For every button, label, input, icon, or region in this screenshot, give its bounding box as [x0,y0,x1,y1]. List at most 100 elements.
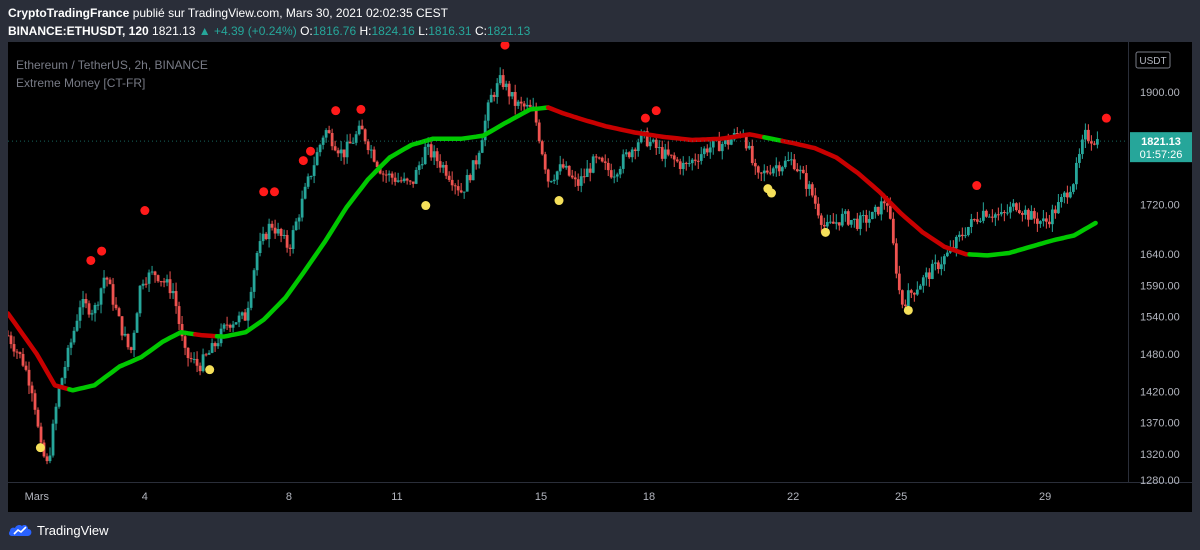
candle-body [846,211,850,225]
x-tick-label: 29 [1039,491,1051,503]
candle-body [495,83,499,98]
high-label: H: [359,24,372,38]
candle-body [27,369,31,386]
candle-body [417,165,421,170]
candle-body [759,172,763,174]
close-value: 1821.13 [486,24,531,38]
candle-body [1050,209,1054,225]
candle-body [66,347,70,367]
y-tick-label: 1420.00 [1140,387,1180,399]
y-tick-label: 1370.00 [1140,418,1180,430]
candle-body [510,91,514,97]
candle-body [810,184,814,196]
candle-body [618,168,622,175]
candle-body [657,147,661,149]
candle-body [456,186,460,191]
chart-area[interactable]: 1320.00 1370.00 1420.00 1480.00 1540.00 1590.… [8,42,1192,512]
last-price-badge[interactable] [1130,132,1192,163]
candle-body [819,215,823,225]
candle-body [459,190,463,193]
candle-body [519,101,523,104]
candle-body [1053,209,1057,214]
signal-top-dot [259,187,269,197]
candle-body [204,354,208,356]
candle-body [513,91,517,106]
brand-name: TradingView [37,522,109,538]
candle-body [468,175,472,181]
candle-body [1020,213,1024,215]
candle-body [927,272,931,279]
candle-body [372,149,376,162]
candle-body [444,164,448,176]
candle-body [108,279,112,285]
candle-body [606,162,610,171]
candle-body [240,312,244,316]
candle-body [1017,210,1021,214]
price-change: ▲ +4.39 (+0.24%) [198,24,297,38]
candle-body [813,195,817,204]
footer-bar: TradingView [0,514,1200,550]
candle-body [990,216,994,218]
candle-body [900,290,904,305]
symbol-name[interactable]: BINANCE:ETHUSDT, 120 [8,24,149,38]
candle-body [648,141,652,147]
candle-body [690,159,694,164]
candle-body [399,180,403,182]
candle-body [327,130,331,133]
candle-body [114,304,118,309]
candle-body [1077,154,1081,163]
candle-body [735,132,739,134]
candle-body [1095,139,1099,145]
candle-body [117,308,121,317]
candle-body [306,176,310,187]
candle-body [45,456,49,462]
candle-body [345,141,349,158]
signal-top-dot [86,255,96,265]
candle-body [60,378,64,388]
candle-body [1080,139,1084,155]
candle-body [276,228,280,234]
candle-body [8,335,10,337]
y-tick-label: 1590.00 [1140,280,1180,292]
candle-body [516,101,520,106]
candle-body [198,365,202,372]
tradingview-logo[interactable]: TradingView [8,522,109,538]
candle-body [999,212,1003,215]
candle-body [693,159,697,161]
legend-indicator[interactable]: Extreme Money [CT-FR] [16,76,146,90]
candle-body [255,253,259,271]
candle-body [369,149,373,151]
author-name[interactable]: CryptoTradingFrance [8,6,130,20]
bar-countdown: 01:57:26 [1140,149,1183,161]
last-price: 1821.13 [152,24,196,38]
signal-bottom-dot [554,196,564,206]
candle-body [567,165,571,176]
candle-body [609,170,613,178]
candle-body [633,149,637,152]
candle-body [291,230,295,249]
candle-body [1002,212,1006,214]
candle-body [285,234,289,248]
candle-body [414,169,418,184]
currency-box[interactable] [1135,51,1171,69]
candle-body [435,151,439,162]
candle-body [801,169,805,174]
candle-body [966,226,970,236]
ma-segment-down [545,105,767,143]
candle-body [252,270,256,292]
candle-body [753,162,757,167]
candle-body [645,131,649,147]
candle-body [12,344,16,352]
candle-body [423,146,427,165]
candle-body [702,148,706,155]
price-chart[interactable]: 1320.00 1370.00 1420.00 1480.00 1540.00 1590.… [8,42,1192,512]
candle-body [57,387,61,407]
candle-body [543,154,547,170]
candle-body [624,152,628,155]
candle-body [699,154,703,161]
candle-body [729,139,733,145]
candle-body [756,166,760,173]
candle-body [177,306,181,325]
candle-body [750,145,754,163]
candle-body [105,277,109,280]
